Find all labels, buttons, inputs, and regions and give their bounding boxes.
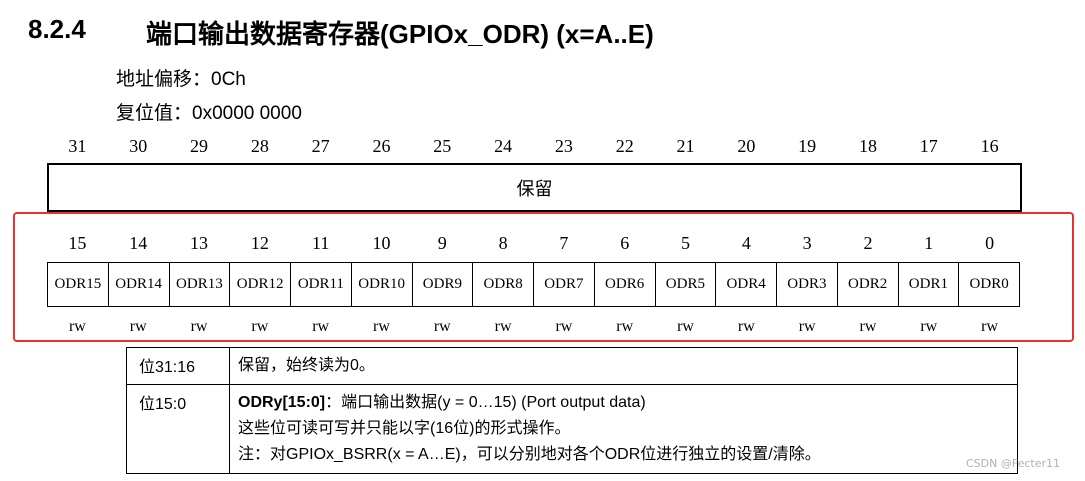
description-cell: 保留，始终读为0。 <box>229 347 1018 385</box>
address-offset: 地址偏移：0Ch <box>116 69 246 90</box>
odr-field-cell: ODR9 <box>411 263 473 306</box>
bit-number: 21 <box>676 136 695 156</box>
table-row: 位31:16 保留，始终读为0。 <box>126 347 1018 385</box>
access-label: rw <box>190 318 208 335</box>
odr-field-cell: ODR3 <box>776 263 837 306</box>
bits-cell: 位31:16 <box>126 347 230 385</box>
access-label: rw <box>677 318 694 335</box>
access-label: rw <box>920 318 938 335</box>
description-text: 保留，始终读为0。 <box>238 357 375 374</box>
bit-number: 17 <box>919 136 938 156</box>
access-label: rw <box>616 318 634 335</box>
access-label: rw <box>68 318 86 335</box>
bit-description-table: 位31:16 保留，始终读为0。 位15:0 ODRy[15:0]：端口输出数据… <box>126 347 1018 474</box>
bit-number: 5 <box>681 233 691 253</box>
highlight-box <box>13 212 1074 342</box>
bit-number: 22 <box>615 136 634 156</box>
bit-number: 30 <box>129 136 148 156</box>
odr-field-cell: ODR14 <box>107 263 169 306</box>
access-label: rw <box>494 318 512 335</box>
access-label: rw <box>798 318 816 335</box>
access-label: rw <box>981 318 999 335</box>
bit-number: 27 <box>311 136 330 156</box>
bit-number: 9 <box>437 233 447 253</box>
access-label: rw <box>859 318 877 335</box>
bit-number: 4 <box>741 233 751 253</box>
odr-field-cell: ODR11 <box>290 263 351 306</box>
bit-number: 14 <box>129 233 148 253</box>
bit-number: 2 <box>863 233 873 253</box>
watermark: CSDN @Fecter11 <box>966 457 1060 470</box>
bit-number: 0 <box>985 233 995 253</box>
bit-numbers-low: 15 14 13 12 11 10 9 8 7 6 5 4 3 2 1 0 <box>47 233 1020 254</box>
access-row: rw rw rw rw rw rw rw rw rw rw rw rw rw rw rw rw <box>47 318 1020 336</box>
access-label: rw <box>373 318 390 335</box>
bit-number: 1 <box>924 233 934 253</box>
bit-number: 25 <box>433 136 452 156</box>
bit-number: 20 <box>737 136 756 156</box>
odr-field-cell: ODR1 <box>897 263 959 306</box>
bit-number: 15 <box>68 233 87 253</box>
odr-field-cell: ODR8 <box>472 263 533 306</box>
bit-number: 24 <box>494 136 513 156</box>
field-name: ODRy[15:0] <box>238 394 326 411</box>
bit-number: 7 <box>559 233 569 253</box>
bit-number: 6 <box>620 233 630 253</box>
bit-number: 13 <box>190 233 209 253</box>
odr-field-cell: ODR6 <box>593 263 655 306</box>
description-line-2: 这些位可读可写并只能以字(16位)的形式操作。 <box>238 420 571 437</box>
access-label: rw <box>312 318 330 335</box>
bit-number: 19 <box>798 136 817 156</box>
bit-number: 3 <box>802 233 812 253</box>
bit-number: 28 <box>250 136 269 156</box>
bit-number: 31 <box>68 136 87 156</box>
reserved-field-box: 保留 <box>47 163 1022 212</box>
access-label: rw <box>737 318 755 335</box>
bits-cell: 位15:0 <box>126 384 230 474</box>
odr-field-cell: ODR5 <box>654 263 716 306</box>
bit-number: 23 <box>554 136 573 156</box>
reset-value: 复位值：0x0000 0000 <box>116 103 302 124</box>
bit-number: 16 <box>980 136 999 156</box>
bit-number: 10 <box>372 233 391 253</box>
access-label: rw <box>433 318 451 335</box>
description-line-3: 注：对GPIOx_BSRR(x = A…E)，可以分别地对各个ODR位进行独立的… <box>238 446 821 463</box>
odr-field-cell: ODR10 <box>350 263 412 306</box>
table-row: 位15:0 ODRy[15:0]：端口输出数据(y = 0…15) (Port … <box>126 384 1018 474</box>
odr-fields-row: ODR15 ODR14 ODR13 ODR12 ODR11 ODR10 ODR9 ODR8 OD… <box>47 262 1020 307</box>
odr-field-cell: ODR2 <box>836 263 898 306</box>
odr-field-cell: ODR13 <box>168 263 230 306</box>
field-description: ：端口输出数据(y = 0…15) (Port output data) <box>325 394 646 411</box>
access-label: rw <box>129 318 147 335</box>
odr-field-cell: ODR12 <box>229 263 290 306</box>
access-label: rw <box>555 318 573 335</box>
bit-number: 18 <box>858 136 877 156</box>
description-cell: ODRy[15:0]：端口输出数据(y = 0…15) (Port output… <box>229 384 1018 474</box>
section-title: 端口输出数据寄存器(GPIOx_ODR) (x=A..E) <box>146 19 654 49</box>
bit-number: 8 <box>498 233 508 253</box>
bit-number: 29 <box>190 136 209 156</box>
reserved-label: 保留 <box>516 178 553 199</box>
bit-number: 26 <box>372 136 391 156</box>
bit-numbers-high: 31 30 29 28 27 26 25 24 23 22 21 20 19 18 17 16 <box>47 136 1020 157</box>
section-number: 8.2.4 <box>28 14 86 44</box>
odr-field-cell: ODR0 <box>958 263 1020 306</box>
odr-field-cell: ODR7 <box>533 263 594 306</box>
odr-field-cell: ODR4 <box>715 263 776 306</box>
bit-number: 11 <box>311 233 330 253</box>
bit-number: 12 <box>250 233 269 253</box>
access-label: rw <box>251 318 269 335</box>
description-line-1: ODRy[15:0]：端口输出数据(y = 0…15) (Port output… <box>238 390 1009 416</box>
odr-field-cell: ODR15 <box>47 263 108 306</box>
